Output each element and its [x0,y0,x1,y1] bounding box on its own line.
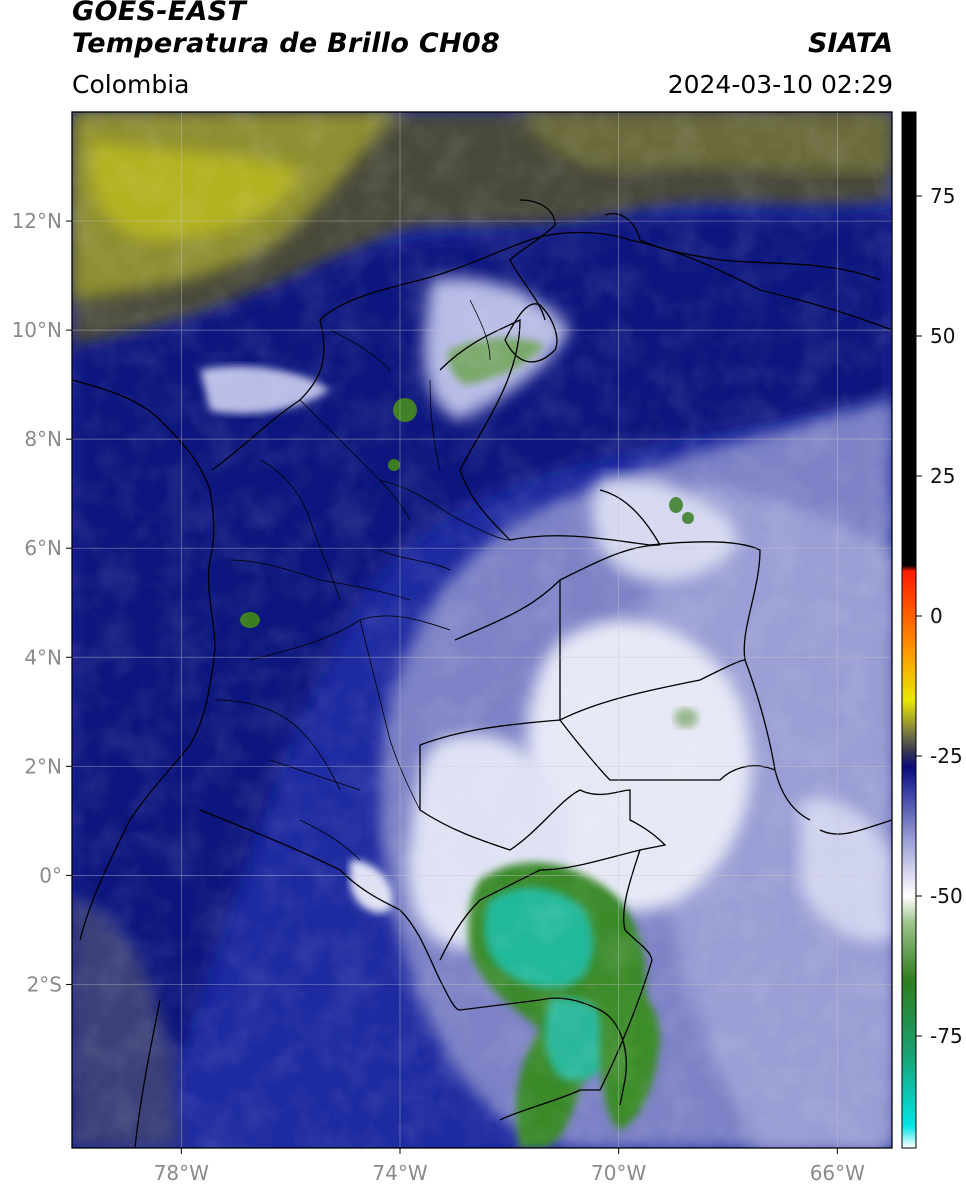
colorbar-tick-label: -75 [930,1024,963,1048]
lat-tick-label: 12°N [12,209,62,233]
lat-tick-label: 10°N [12,318,62,342]
lon-tick-label: 70°W [591,1161,646,1185]
imagery-layer [72,112,892,1148]
agency-label: SIATA [807,28,893,59]
lat-tick-label: 8°N [24,427,62,451]
colorbar-tick-label: -25 [930,744,963,768]
lon-tick-label: 66°W [810,1161,865,1185]
colorbar-tick-label: 50 [930,324,955,348]
departments-layer [214,299,511,861]
borders-layer [72,199,892,1148]
latitude-axis: 12°N 10°N 8°N 6°N 4°N 2°N 0° 2°S [12,209,72,996]
colorbar-tick-label: 25 [930,464,955,488]
colorbar-tick-label: 75 [930,184,955,208]
lat-tick-label: 6°N [24,536,62,560]
timestamp-label: 2024-03-10 02:29 [667,70,893,99]
graticule [72,112,892,1148]
lat-tick-label: 2°S [27,972,62,996]
lon-tick-label: 78°W [154,1161,209,1185]
colorbar: 75 50 25 0 -25 -50 -75 [901,111,963,1149]
colorbar-tick-label: 0 [930,604,943,628]
lat-tick-label: 2°N [24,754,62,778]
satellite-title: GOES-EAST [72,0,247,27]
colorbar-ticks: 75 50 25 0 -25 -50 -75 [916,184,963,1048]
lon-tick-label: 74°W [372,1161,427,1185]
colorbar-scale [902,112,916,1148]
lat-tick-label: 4°N [24,645,62,669]
longitude-axis: 78°W 74°W 70°W 66°W [154,1148,865,1185]
lat-tick-label: 0° [39,863,62,887]
region-label: Colombia [72,70,190,99]
colorbar-frame [901,111,917,1149]
map-frame [71,111,893,1149]
colorbar-tick-label: -50 [930,884,963,908]
product-title: Temperatura de Brillo CH08 [72,28,501,59]
